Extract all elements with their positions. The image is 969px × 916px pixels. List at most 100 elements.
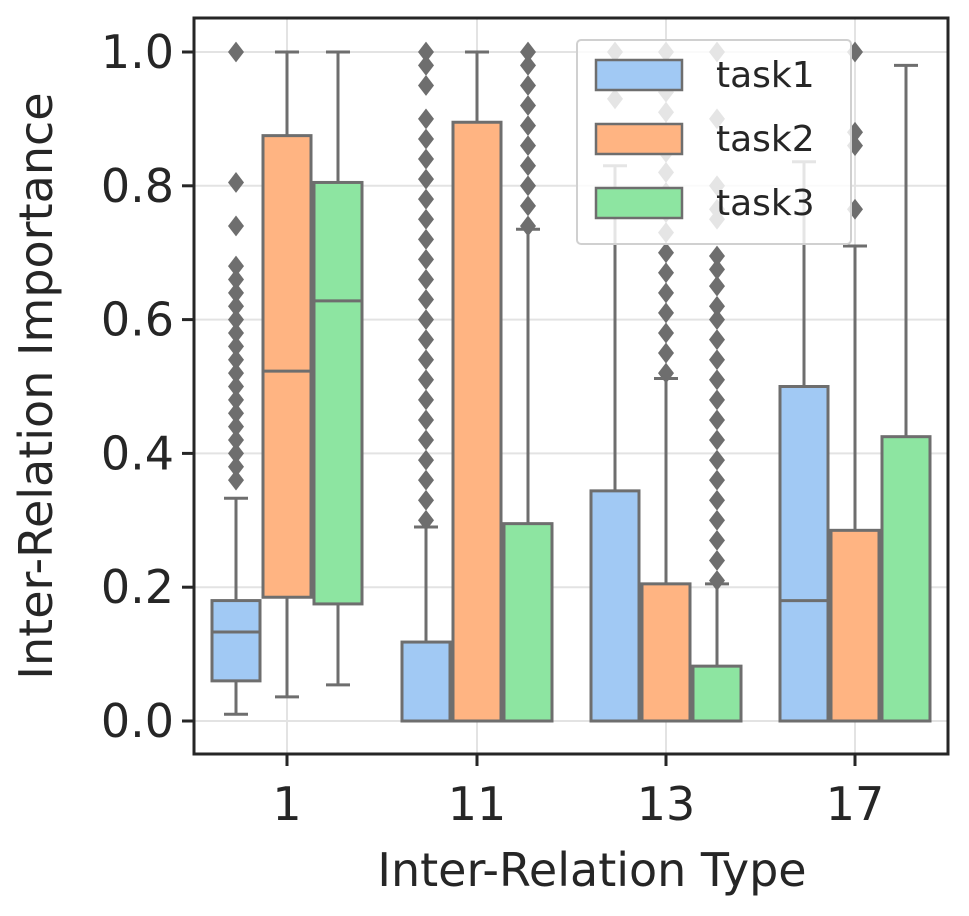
x-tick-label: 11 — [448, 777, 507, 831]
outlier-point — [520, 195, 536, 217]
outlier-point — [228, 402, 244, 424]
outlier-point — [709, 570, 725, 591]
outlier-point — [709, 349, 725, 371]
outlier-point — [709, 469, 725, 491]
outlier-point — [418, 329, 434, 351]
outlier-point — [418, 248, 434, 270]
legend: task1 task2 task3 — [576, 39, 852, 245]
outlier-point — [418, 128, 434, 150]
outlier-point — [658, 282, 674, 304]
plot-frame — [192, 16, 950, 756]
outlier-point — [228, 255, 244, 277]
x-axis-label: Inter-Relation Type — [377, 843, 806, 897]
box-body — [261, 134, 313, 599]
outlier-point — [709, 509, 725, 531]
outlier-point — [418, 41, 434, 63]
box-body — [829, 528, 881, 723]
box-body — [589, 489, 641, 723]
outlier-point — [709, 309, 725, 330]
axis-ticks: 0.00.20.40.60.81.01 11 13 17 — [101, 25, 884, 831]
box-body — [778, 385, 830, 723]
box-group — [778, 160, 830, 723]
outlier-point — [418, 449, 434, 471]
outlier-point — [520, 115, 536, 136]
outlier-point — [418, 429, 434, 451]
outlier-point — [228, 322, 244, 344]
legend-swatch — [594, 122, 684, 156]
outlier-point — [228, 416, 244, 438]
outlier-point — [228, 349, 244, 371]
outlier-point — [520, 95, 536, 116]
outlier-point — [418, 489, 434, 511]
outlier-point — [658, 262, 674, 284]
legend-label: task2 — [716, 119, 815, 160]
outlier-point — [709, 429, 725, 451]
outlier-point — [520, 155, 536, 177]
outlier-point — [709, 389, 725, 411]
outlier-point — [418, 309, 434, 330]
y-tick-label: 0.6 — [101, 293, 174, 347]
outlier-point — [418, 469, 434, 491]
outlier-point — [520, 135, 536, 157]
outlier-point — [709, 489, 725, 511]
box-body — [880, 435, 932, 723]
outlier-point — [418, 54, 434, 76]
outlier-point — [228, 469, 244, 491]
box-group — [691, 41, 743, 723]
y-tick-label: 1.0 — [101, 25, 174, 79]
outlier-point — [418, 108, 434, 130]
outlier-point — [709, 245, 725, 267]
box-body — [640, 582, 692, 723]
outlier-point — [709, 295, 725, 317]
outlier-point — [418, 509, 434, 531]
outlier-point — [709, 275, 725, 297]
outlier-point — [228, 41, 244, 63]
y-axis-label: Inter-Relation Importance — [9, 92, 63, 679]
outlier-point — [228, 309, 244, 330]
outlier-point — [418, 75, 434, 96]
box-body — [451, 120, 503, 723]
box-body — [400, 640, 452, 723]
y-tick-label: 0.0 — [101, 694, 174, 748]
legend-swatch — [594, 58, 684, 92]
outlier-point — [228, 215, 244, 237]
box-group — [210, 41, 262, 716]
outlier-point — [228, 443, 244, 464]
outlier-point — [709, 329, 725, 351]
outlier-point — [520, 54, 536, 76]
outlier-point — [520, 175, 536, 197]
outlier-point — [418, 289, 434, 310]
outlier-point — [709, 529, 725, 551]
outlier-point — [418, 369, 434, 391]
outlier-point — [709, 369, 725, 391]
outlier-point — [709, 259, 725, 280]
box-body — [691, 664, 743, 723]
outlier-point — [709, 449, 725, 471]
outlier-point — [520, 215, 536, 237]
legend-label: task1 — [716, 55, 815, 96]
box-body — [312, 180, 364, 606]
x-tick-label: 13 — [637, 777, 696, 831]
outlier-point — [228, 335, 244, 357]
outlier-point — [228, 376, 244, 397]
x-tick-label: 17 — [826, 777, 885, 831]
y-tick-label: 0.4 — [101, 426, 174, 480]
outlier-point — [658, 362, 674, 384]
box-body — [502, 522, 554, 723]
outlier-point — [658, 242, 674, 264]
outlier-point — [228, 429, 244, 451]
outlier-point — [658, 302, 674, 324]
outlier-point — [520, 41, 536, 63]
box-group — [880, 63, 932, 723]
outlier-point — [418, 389, 434, 411]
x-tick-label: 1 — [272, 777, 301, 831]
outlier-point — [418, 349, 434, 371]
box-body — [210, 599, 262, 683]
box-group — [312, 50, 364, 687]
outlier-point — [658, 342, 674, 364]
outlier-point — [418, 228, 434, 250]
box-group — [451, 50, 503, 723]
outlier-point — [709, 409, 725, 431]
box-group — [502, 41, 554, 723]
